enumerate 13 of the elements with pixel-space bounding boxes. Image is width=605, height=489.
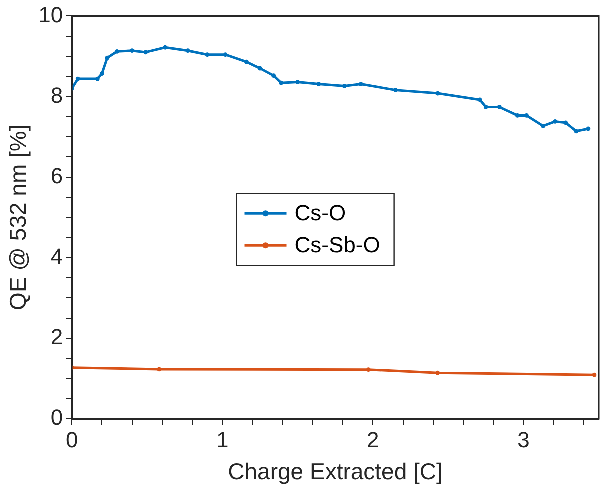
y-tick-label: 8 [50, 82, 64, 108]
y-tick-label: 4 [50, 244, 64, 269]
legend-label: Cs-O [294, 200, 346, 226]
x-tick-label: 1 [216, 427, 229, 452]
legend-label: Cs-Sb-O [294, 232, 380, 258]
y-axis-title: QE @ 532 nm [%] [5, 124, 32, 310]
x-axis-title: Charge Extracted [C] [228, 458, 443, 485]
x-tick-label: 2 [367, 427, 380, 452]
y-tick-label: 2 [50, 324, 64, 350]
y-tick-label: 6 [50, 163, 64, 188]
y-tick-label: 10 [38, 2, 64, 28]
x-tick-label: 3 [518, 427, 530, 452]
y-tick-label: 0 [50, 405, 64, 430]
